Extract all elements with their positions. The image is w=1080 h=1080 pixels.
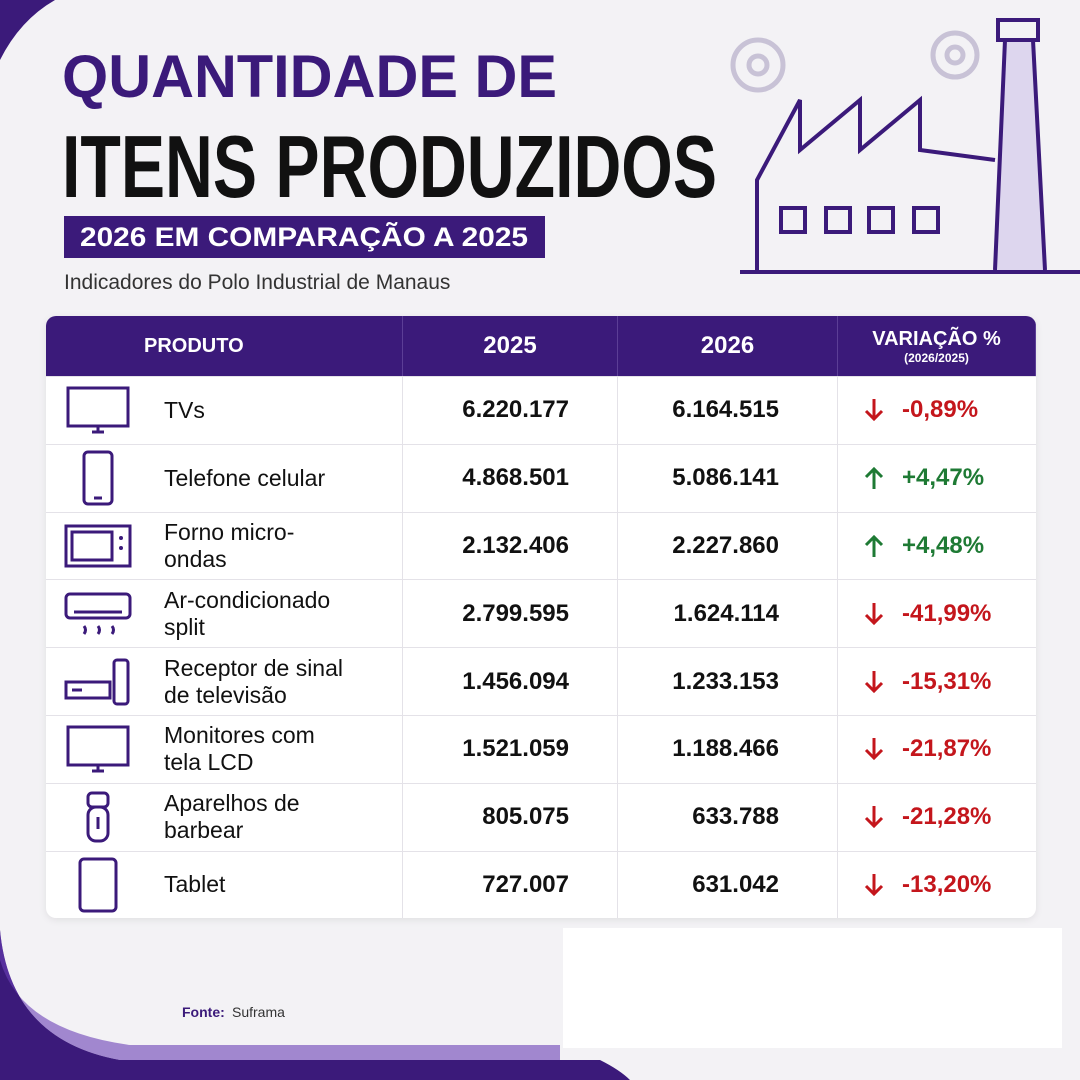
arrow-down <box>864 602 884 625</box>
variation-cell: +4,47% <box>838 445 1036 512</box>
header-note: (2026/2025) <box>904 350 969 365</box>
product-cell: Receptor de sinal de televisão <box>46 648 403 715</box>
variation-cell: -13,20% <box>838 852 1036 919</box>
header-text: VARIAÇÃO % <box>872 327 1001 350</box>
value-2026: 6.164.515 <box>618 377 838 444</box>
product-name: TVs <box>164 396 205 423</box>
value-2025: 1.456.094 <box>403 648 618 715</box>
value-2026: 5.086.141 <box>618 444 838 512</box>
title-line1: QUANTIDADE DE <box>62 43 557 110</box>
product-icon <box>66 725 130 773</box>
arrow-up <box>864 467 884 490</box>
arrow-down <box>864 738 884 761</box>
header-cell: 2025 <box>403 316 618 376</box>
value-2025: 4.868.501 <box>403 444 618 512</box>
variation: -0,89% <box>902 396 979 424</box>
product-name: Telefone celular <box>164 464 326 491</box>
value-2026: 631.042 <box>618 851 838 919</box>
product-cell: Monitores com tela LCD <box>46 715 403 783</box>
table-row: Monitores com tela LCD 1.521.059 1.188.466… <box>46 714 1036 783</box>
arrow-down <box>864 806 884 829</box>
table-row: TVs 6.220.177 6.164.515 -0,89% <box>46 376 1036 444</box>
product-icon <box>82 450 114 506</box>
variation: +4,48% <box>902 531 985 559</box>
product-name: Forno micro-ondas <box>164 518 295 572</box>
product-icon <box>66 386 130 434</box>
value-2025: 1.521.059 <box>403 715 618 783</box>
value-2025: 727.007 <box>403 851 618 919</box>
product-name: Monitores com tela LCD <box>164 722 315 776</box>
value-2026: 1.233.153 <box>618 648 838 715</box>
description: Indicadores do Polo Industrial de Manaus <box>64 271 450 294</box>
product-cell: TVs <box>46 377 403 444</box>
variation-cell: -41,99% <box>838 580 1036 647</box>
value-2025: 805.075 <box>403 783 618 851</box>
arrow-down <box>864 873 884 897</box>
product-icon <box>78 857 118 913</box>
variation-cell: +4,48% <box>838 513 1036 580</box>
header-cell: 2026 <box>618 316 838 376</box>
table: PRODUTO 2025 2026 VARIAÇÃO % (2026/2025)… <box>46 316 1036 919</box>
variation-cell: -21,28% <box>838 784 1036 851</box>
variation: -21,87% <box>902 735 992 763</box>
product-cell: Tablet <box>46 851 403 919</box>
source: Suframa <box>232 1004 285 1020</box>
table-row: Receptor de sinal de televisão 1.456.094 1… <box>46 647 1036 715</box>
product-name: Aparelhos de barbear <box>164 790 300 844</box>
product-name: Tablet <box>164 871 226 898</box>
variation: -41,99% <box>902 599 992 627</box>
value-2025: 6.220.177 <box>403 377 618 444</box>
value-2025: 2.132.406 <box>403 512 618 580</box>
variation-cell: -15,31% <box>838 648 1036 715</box>
variation: +4,47% <box>902 464 985 492</box>
arrow-down <box>864 399 884 422</box>
product-icon <box>64 658 130 706</box>
value-2026: 1.624.114 <box>618 580 838 648</box>
product-name: Ar-condicionado split <box>164 586 331 640</box>
variation-cell: -0,89% <box>838 377 1036 444</box>
table-header: PRODUTO 2025 2026 VARIAÇÃO % (2026/2025) <box>46 316 1036 376</box>
header-cell: PRODUTO <box>46 316 403 376</box>
variation: -13,20% <box>902 870 992 898</box>
value-2026: 633.788 <box>618 783 838 851</box>
subtitle: 2026 EM COMPARAÇÃO A 2025 <box>80 221 528 252</box>
product-icon <box>64 592 132 635</box>
variation: -21,28% <box>902 803 992 831</box>
product-cell: Telefone celular <box>46 444 403 512</box>
product-cell: Ar-condicionado split <box>46 580 403 648</box>
header-cell: VARIAÇÃO % (2026/2025) <box>838 316 1036 376</box>
product-icon <box>86 791 110 843</box>
product-icon <box>64 524 132 568</box>
table-row: Telefone celular 4.868.501 5.086.141 +4,47% <box>46 443 1036 512</box>
product-name: Receptor de sinal de televisão <box>164 654 343 708</box>
variation: -15,31% <box>902 667 992 695</box>
arrow-up <box>864 534 884 557</box>
table-row: Aparelhos de barbear 805.075 633.788 -21,28… <box>46 782 1036 851</box>
table-row: Tablet 727.007 631.042 -13,20% <box>46 850 1036 919</box>
value-2026: 1.188.466 <box>618 715 838 783</box>
arrow-down <box>864 670 884 693</box>
product-cell: Forno micro-ondas <box>46 512 403 580</box>
variation-cell: -21,87% <box>838 716 1036 783</box>
product-cell: Aparelhos de barbear <box>46 783 403 851</box>
value-2025: 2.799.595 <box>403 580 618 648</box>
title-line2: ITENS PRODUZIDOS <box>62 117 717 216</box>
value-2026: 2.227.860 <box>618 512 838 580</box>
table-row: Ar-condicionado split 2.799.595 1.624.114 -… <box>46 579 1036 648</box>
source-label: Fonte: <box>182 1004 225 1020</box>
table-row: Forno micro-ondas 2.132.406 2.227.860 +4,48… <box>46 511 1036 580</box>
